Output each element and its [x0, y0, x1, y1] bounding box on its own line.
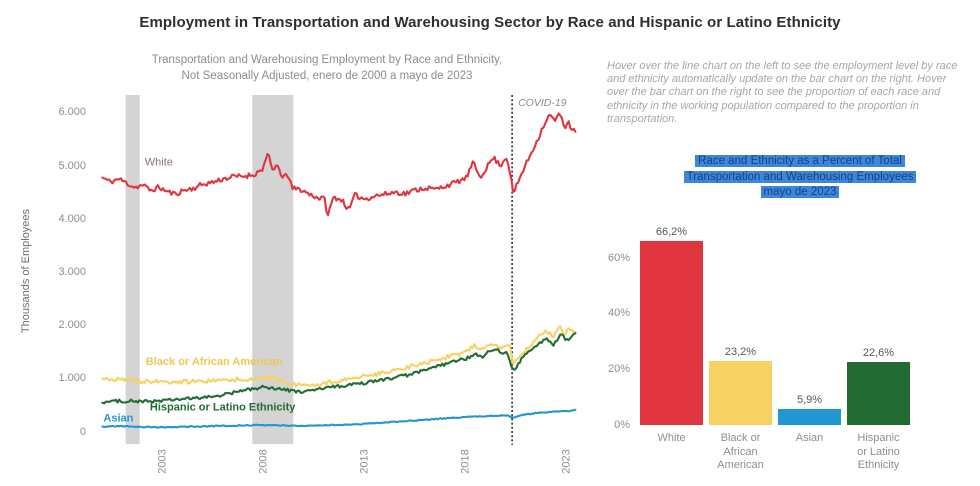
series-label-white: White: [145, 157, 173, 169]
bar-hispanic-or-latino-ethnicity[interactable]: [847, 362, 910, 425]
series-label-asian: Asian: [103, 412, 133, 424]
bar-y-tick-label: 20%: [607, 362, 630, 375]
x-tick-label: 2008: [257, 449, 270, 474]
series-line-hispanic-or-latino-ethnicity[interactable]: [101, 332, 577, 405]
bar-category-label: White: [630, 432, 713, 446]
covid-label: COVID-19: [518, 97, 567, 109]
bar-category-label-line: Asian: [795, 432, 824, 444]
line-chart-plot[interactable]: COVID-19 White Black or African American Hi…: [95, 95, 585, 450]
y-tick-label: 5.000: [58, 160, 86, 172]
bar-value-label: 22,6%: [862, 347, 895, 360]
bar-chart-title: Race and Ethnicity as a Percent of Total…: [642, 154, 958, 201]
recession-band: [125, 95, 140, 444]
bar-category-label-line: Black or: [720, 432, 761, 444]
recession-band: [252, 95, 294, 444]
bar-category-label-line: White: [657, 432, 686, 444]
bar-category-label-line: African: [723, 445, 758, 458]
bar-category-label-line: or Latino: [857, 445, 900, 458]
x-tick-label: 2003: [156, 449, 169, 474]
bar-white[interactable]: [640, 241, 703, 425]
series-label-black-or-african-american: Black or African American: [146, 356, 283, 368]
bar-category-label-line: Ethnicity: [857, 459, 900, 471]
bar-value-label: 5,9%: [796, 393, 823, 406]
bar-y-tick-label: 0%: [614, 418, 630, 431]
bar-asian[interactable]: [778, 408, 841, 425]
x-tick-label: 2013: [358, 449, 371, 474]
line-chart-svg[interactable]: COVID-19 White Black or African American Hi…: [95, 95, 585, 445]
y-axis-title: Thousands of Employees: [20, 208, 32, 334]
bar-chart-title-highlight-line1: Race and Ethnicity as a Percent of Total: [695, 155, 905, 167]
y-tick-label: 6.000: [58, 106, 86, 118]
series-line-white[interactable]: [101, 112, 577, 217]
y-tick-label: 0: [79, 426, 86, 438]
y-tick-label: 2.000: [58, 319, 86, 331]
bar-category-label-line: American: [717, 459, 764, 471]
line-chart-title-line1: Transportation and Warehousing Employmen…: [151, 54, 503, 66]
series-label-hispanic-or-latino-ethnicity: Hispanic or Latino Ethnicity: [150, 402, 296, 414]
series-line-asian[interactable]: [101, 408, 577, 429]
bar-black-or-african-american[interactable]: [709, 360, 772, 425]
bar-category-label: Asian: [768, 432, 851, 446]
bar-y-tick-label: 60%: [607, 251, 630, 264]
bar-category-label: Black or African American: [699, 432, 782, 473]
bar-chart-title-highlight-line3: mayo de 2023: [760, 186, 840, 198]
bar-category-label: Hispanic or Latino Ethnicity: [837, 432, 920, 473]
series-line-black-or-african-american[interactable]: [101, 325, 577, 388]
x-tick-label: 2023: [560, 449, 573, 474]
x-tick-label: 2018: [459, 449, 472, 474]
main-title: Employment in Transportation and Warehou…: [139, 14, 841, 31]
line-chart-title-line2: Not Seasonally Adjusted, enero de 2000 a…: [181, 70, 473, 82]
y-tick-label: 4.000: [58, 213, 86, 225]
line-chart-title: Transportation and Warehousing Employmen…: [88, 52, 566, 84]
hover-instructions: Hover over the line chart on the left to…: [607, 60, 958, 125]
bar-category-label-line: Hispanic: [857, 432, 900, 444]
bar-chart-plot: 0% 20% 40% 60% 66,2% White 23,2% Black or Africa…: [596, 212, 970, 486]
bar-value-label: 23,2%: [724, 345, 757, 358]
bar-y-tick-label: 40%: [607, 307, 630, 320]
y-tick-label: 3.000: [58, 266, 86, 278]
y-tick-label: 1.000: [58, 372, 86, 384]
bar-chart-title-highlight-line2: Transportation and Warehousing Employees: [683, 170, 917, 183]
bar-value-label: 66,2%: [655, 226, 688, 238]
